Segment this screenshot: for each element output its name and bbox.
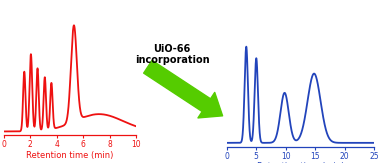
X-axis label: Retention time (min): Retention time (min) [26, 151, 114, 160]
Text: UiO-66
incorporation: UiO-66 incorporation [135, 44, 209, 65]
X-axis label: Retention time (min): Retention time (min) [257, 162, 344, 163]
